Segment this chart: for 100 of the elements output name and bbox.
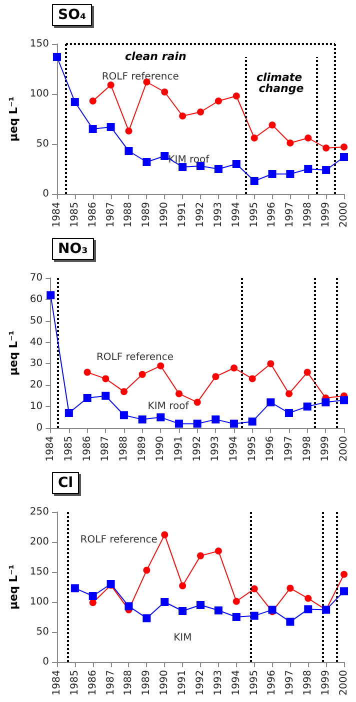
- point: [214, 98, 222, 104]
- point: [250, 134, 258, 142]
- y-axis-title: µeq L⁻¹: [7, 330, 20, 376]
- point: [230, 420, 238, 428]
- point: [142, 614, 151, 622]
- point: [286, 390, 292, 398]
- x-tick-label: 1990: [155, 436, 166, 462]
- chart-title: NO₃: [58, 241, 88, 257]
- point: [232, 160, 240, 168]
- point: [340, 153, 348, 161]
- x-tick-label: 1994: [230, 202, 242, 228]
- point: [142, 158, 151, 166]
- point: [212, 373, 220, 380]
- point: [84, 368, 91, 376]
- x-tick-label: 1990: [159, 670, 170, 696]
- point: [124, 602, 133, 610]
- point: [88, 592, 97, 600]
- point: [322, 398, 330, 406]
- x-tick-label: 2000: [338, 436, 350, 462]
- y-tick-label: 0: [42, 656, 49, 668]
- point: [304, 368, 311, 376]
- point: [286, 618, 294, 626]
- x-tick-label: 1987: [100, 436, 112, 462]
- y-tick-label: 10: [30, 401, 43, 412]
- y-tick-label: 50: [30, 315, 43, 326]
- y-tick-label: 70: [30, 272, 43, 284]
- x-tick-label: 1999: [320, 436, 332, 462]
- point: [268, 606, 276, 614]
- x-tick-label: 1986: [87, 670, 98, 696]
- point: [304, 165, 312, 173]
- x-tick-label: 1995: [248, 202, 260, 228]
- x-tick-label: 2000: [338, 202, 350, 228]
- y-tick-label: 0: [42, 188, 49, 200]
- point: [46, 291, 55, 300]
- point: [267, 360, 274, 368]
- point: [196, 601, 204, 609]
- point: [340, 570, 348, 578]
- point: [157, 362, 164, 370]
- point: [232, 598, 240, 605]
- point: [70, 98, 79, 106]
- point: [138, 370, 146, 378]
- x-tick-label: 1984: [45, 436, 56, 462]
- point: [174, 420, 183, 428]
- point: [304, 134, 312, 142]
- series-label: KIM: [174, 632, 192, 644]
- point: [230, 364, 238, 372]
- x-tick-label: 1998: [302, 670, 314, 696]
- y-tick-label: 250: [30, 506, 49, 518]
- x-tick-label: 1998: [302, 436, 313, 462]
- chart-title: SO₄: [58, 7, 86, 23]
- point: [52, 53, 61, 61]
- point: [88, 125, 97, 133]
- point: [340, 144, 348, 150]
- x-tick-label: 1998: [302, 202, 314, 228]
- point: [286, 170, 294, 178]
- point: [125, 128, 132, 134]
- point: [197, 552, 204, 560]
- x-tick-label: 1996: [266, 202, 278, 228]
- y-tick-label: 50: [36, 626, 49, 638]
- point: [120, 411, 128, 420]
- y-tick-label: 40: [30, 336, 43, 348]
- point: [156, 413, 165, 422]
- point: [248, 418, 256, 426]
- point: [286, 140, 294, 146]
- x-tick-label: 1992: [194, 670, 206, 696]
- point: [120, 388, 128, 396]
- point: [106, 123, 115, 131]
- point: [89, 599, 96, 606]
- point: [268, 122, 276, 128]
- point: [178, 607, 187, 615]
- point: [250, 177, 258, 185]
- y-tick-label: 100: [30, 88, 49, 100]
- x-tick-label: 1985: [63, 436, 74, 462]
- point: [232, 613, 240, 621]
- point: [286, 584, 294, 592]
- point: [160, 152, 169, 160]
- x-tick-label: 1997: [284, 202, 296, 228]
- x-tick-label: 1986: [82, 436, 93, 462]
- x-tick-label: 1986: [87, 202, 98, 228]
- series-label: ROLF reference: [80, 534, 158, 546]
- point: [161, 88, 168, 96]
- series-label: ROLF reference: [96, 352, 174, 363]
- x-tick-label: 1987: [105, 670, 116, 696]
- x-tick-label: 1984: [51, 670, 62, 696]
- x-tick-label: 1993: [210, 436, 222, 462]
- x-tick-label: 1996: [266, 670, 278, 696]
- y-tick-label: 150: [30, 566, 49, 578]
- x-tick-label: 1985: [69, 670, 80, 696]
- point: [138, 415, 146, 424]
- x-tick-label: 2000: [338, 670, 350, 696]
- point: [70, 584, 79, 592]
- y-tick-label: 0: [36, 422, 43, 434]
- annotation: clean rain: [125, 50, 186, 63]
- x-tick-label: 1994: [230, 670, 242, 696]
- point: [303, 402, 312, 411]
- point: [178, 163, 187, 171]
- x-tick-label: 1999: [320, 670, 332, 696]
- x-tick-label: 1992: [194, 202, 206, 228]
- y-tick-label: 20: [30, 380, 43, 391]
- x-tick-label: 1996: [265, 436, 276, 462]
